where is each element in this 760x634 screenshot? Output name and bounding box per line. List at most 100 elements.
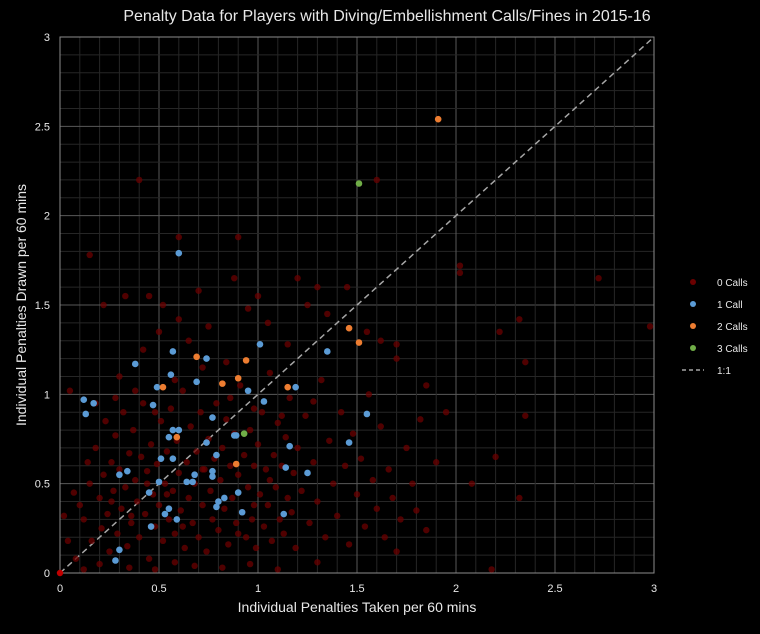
data-point-0-calls [136,534,143,541]
data-point-0-calls [96,560,103,568]
data-point-0-calls [143,467,151,475]
data-point-1-call [345,439,353,446]
data-point-1-call [213,451,220,459]
data-point-0-calls [157,417,165,425]
data-point-0-calls [217,476,224,484]
data-point-3-calls [355,180,363,187]
data-point-0-calls [389,494,396,502]
data-point-0-calls [353,491,361,498]
y-tick-label: 0 [44,568,50,580]
data-point-0-calls [191,562,198,570]
data-point-0-calls [128,519,135,527]
data-point-0-calls [248,516,256,523]
data-point-0-calls [268,537,276,545]
data-point-0-calls [175,233,182,241]
y-tick-label: 3 [44,32,50,44]
data-point-0-calls [145,555,153,562]
data-point-0-calls [262,466,270,473]
data-point-0-calls [132,476,139,484]
data-point-0-calls [334,512,341,520]
x-tick-label: 0.5 [151,583,166,595]
data-point-0-calls [124,543,131,550]
data-point-1-call [147,523,155,530]
data-point-0-calls [314,283,321,291]
x-tick-label: 3 [651,583,657,595]
data-point-1-call [203,355,210,362]
data-point-0-calls [98,525,105,532]
data-point-0-calls [104,510,111,518]
tick-labels: 0 0.5 1 1.5 2 2.5 3 0 0.5 1 1.5 2 2.5 3 [35,32,657,595]
data-point-0-calls [284,494,291,502]
data-point-0-calls [185,494,192,502]
data-point-1-call [280,510,288,518]
data-point-0-calls [365,391,373,398]
data-point-0-calls [130,426,137,434]
data-point-0-calls [357,455,365,462]
data-point-1-call [165,505,173,512]
data-point-0-calls [132,387,139,394]
data-point-0-calls [235,471,242,478]
data-point-0-calls [266,476,274,484]
data-point-0-calls [423,526,430,534]
data-point-1-call [232,432,240,439]
data-point-1-call [116,546,123,554]
data-point-1-call [82,410,90,418]
data-point-0-calls [221,505,228,512]
data-point-0-calls [290,469,297,477]
data-point-0-calls [197,409,204,416]
data-point-0-calls [163,448,171,455]
data-points [56,115,654,577]
data-point-0-calls [403,444,410,452]
data-point-2-calls [355,339,363,346]
data-point-0-calls [64,537,72,545]
data-point-1-call [169,348,177,355]
data-point-0-calls [456,262,464,269]
data-point-1-call [173,516,181,523]
data-point-0-calls [141,510,149,518]
y-tick-label: 2 [44,211,50,223]
y-tick-label: 2.5 [35,121,50,133]
data-point-0-calls [223,416,230,423]
data-point-0-calls [167,405,175,412]
data-point-0-calls [413,507,420,514]
data-point-0-calls [60,512,68,520]
data-point-0-calls [393,548,400,555]
data-point-1-call [112,557,119,564]
data-point-0-calls [86,251,93,259]
data-point-1-call [116,471,123,479]
data-point-0-calls [516,494,523,502]
data-point-0-calls [264,501,272,509]
data-point-1-call [167,371,175,378]
data-point-0-calls [153,460,161,468]
legend-label: 0 Calls [717,278,748,289]
data-point-0-calls [122,484,129,491]
data-point-0-calls [86,480,93,487]
data-point-0-calls [264,319,272,327]
data-point-0-calls [155,501,163,509]
data-point-0-calls [171,376,179,384]
legend-marker [690,301,696,307]
data-point-0-calls [229,494,236,502]
data-point-1-call [304,469,311,477]
data-point-1-call [149,401,157,409]
data-point-0-calls [100,301,107,309]
data-point-0-calls [179,387,186,394]
data-point-0-calls [209,516,216,523]
data-point-0-calls [349,430,357,437]
data-point-0-calls [116,466,123,473]
data-point-0-calls [278,412,285,419]
data-point-1-call [286,442,293,450]
data-point-1-call [282,464,290,471]
data-point-0-calls [122,292,129,300]
data-point-0-calls [369,476,377,484]
data-point-1-call [153,383,161,391]
data-point-0-calls [155,328,163,335]
data-point-1-call [90,399,97,407]
data-point-0-calls [442,409,450,416]
data-point-0-calls [326,437,333,444]
data-point-0-calls [205,323,212,330]
data-point-0-calls [294,444,301,452]
data-point-0-calls [250,462,258,469]
data-point-0-calls [108,498,115,505]
